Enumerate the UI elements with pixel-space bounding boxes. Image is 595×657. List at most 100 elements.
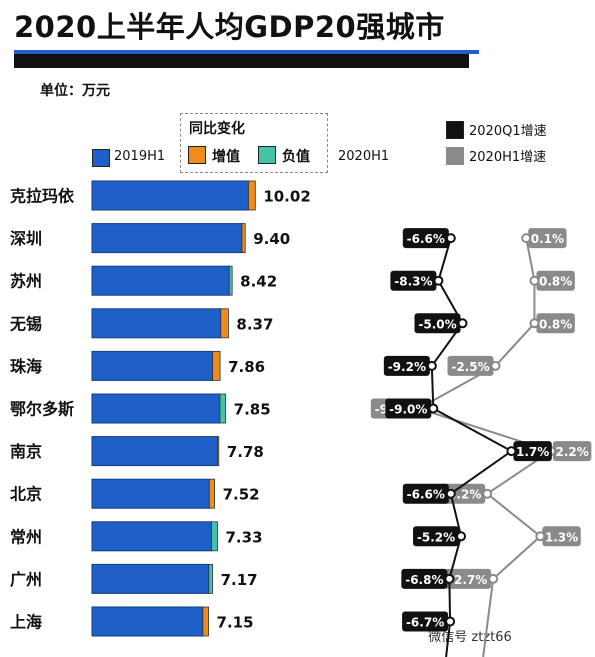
category-label: 珠海	[10, 357, 42, 376]
change-legend-box: 同比变化	[180, 113, 328, 173]
category-label: 上海	[10, 613, 42, 632]
q1-label: 1.7%	[516, 445, 549, 459]
h1-point	[482, 488, 493, 499]
q1-line	[430, 237, 514, 622]
q1-label: -8.3%	[394, 275, 432, 289]
category-label: 鄂尔多斯	[10, 400, 74, 419]
bar-increase	[208, 478, 215, 509]
legend-swatch-increase	[188, 146, 206, 164]
h1-label-bg	[552, 441, 592, 462]
q1-label-bg	[390, 270, 437, 291]
q1-label: -9.2%	[388, 360, 426, 374]
value-label: 7.86	[228, 358, 265, 376]
q1-point	[445, 616, 456, 627]
value-label: 9.40	[253, 230, 290, 248]
legend-label-2019h1: 2019H1	[114, 149, 166, 164]
q1-label-bg	[383, 355, 430, 376]
bar-2019h1	[91, 606, 204, 637]
h1-label: 2.2%	[556, 445, 589, 459]
q1-point	[506, 446, 517, 457]
q1-label-bg	[402, 611, 449, 632]
title-accent-bar	[14, 50, 479, 54]
q1-label: -6.8%	[405, 573, 443, 587]
category-label: 广州	[10, 570, 42, 589]
q1-point	[456, 531, 467, 542]
legend-swatch-h1	[446, 147, 464, 165]
q1-label-bg	[513, 441, 552, 462]
value-label: 7.17	[221, 571, 258, 589]
q1-point	[444, 573, 455, 584]
bar-increase	[241, 223, 246, 254]
bar-2019h1	[91, 521, 212, 552]
h1-label: 1.3%	[545, 530, 578, 544]
h1-point	[529, 318, 540, 329]
bar-2019h1	[91, 478, 210, 509]
q1-label: -9.0%	[389, 403, 427, 417]
h1-label-bg	[445, 568, 492, 589]
bar-2019h1	[91, 563, 210, 594]
q1-point	[426, 360, 437, 371]
value-label: 7.78	[227, 443, 264, 461]
legend-label-2020h1: 2020H1	[338, 149, 390, 164]
watermark-text: 微信号 ztzt66	[428, 630, 512, 645]
bar-increase	[248, 180, 256, 211]
h1-label-bg	[447, 355, 494, 376]
bar-2019h1	[91, 265, 230, 296]
bar-2019h1	[91, 308, 222, 339]
bar-2019h1	[91, 393, 221, 424]
title-underline-bar	[14, 54, 469, 68]
h1-point	[529, 275, 540, 286]
h1-label-bg	[542, 526, 581, 547]
category-label: 无锡	[9, 314, 42, 333]
h1-label-bg	[536, 313, 575, 334]
bar-2019h1	[91, 350, 214, 381]
unit-label: 单位：万元	[40, 83, 110, 99]
legend-swatch-decrease	[258, 146, 276, 164]
category-label: 北京	[10, 485, 42, 504]
value-label: 8.42	[240, 273, 277, 291]
bar-increase	[217, 436, 220, 467]
bar-decrease	[228, 265, 233, 296]
bar-increase	[212, 350, 221, 381]
value-label: 7.33	[226, 528, 263, 546]
h1-line-tail	[482, 578, 495, 657]
bar-2019h1	[91, 223, 243, 254]
bar-decrease	[208, 564, 214, 594]
category-label: 苏州	[10, 272, 42, 291]
q1-point	[457, 318, 468, 329]
h1-point	[535, 531, 546, 542]
chart-title: 2020上半年人均GDP20强城市	[14, 10, 445, 44]
q1-label: -5.2%	[417, 530, 455, 544]
value-label: 8.37	[236, 315, 273, 333]
change-legend-title: 同比变化	[189, 121, 245, 137]
bar-2019h1	[91, 180, 249, 211]
h1-label: -2.5%	[451, 360, 489, 374]
q1-point	[428, 403, 439, 414]
legend-swatch-q1	[446, 121, 464, 139]
q1-label-bg	[401, 568, 448, 589]
q1-label: -6.7%	[406, 616, 444, 630]
bar-decrease	[211, 521, 218, 552]
bar-increase	[202, 606, 209, 637]
q1-label-bg	[402, 483, 449, 504]
h1-point	[488, 573, 499, 584]
legend-label-q1: 2020Q1增速	[469, 124, 547, 139]
q1-point	[445, 233, 456, 244]
q1-point	[433, 275, 444, 286]
legend-label-h1: 2020H1增速	[469, 150, 547, 165]
q1-line-tail	[445, 621, 452, 657]
category-label: 克拉玛依	[10, 187, 75, 206]
h1-label-bg	[439, 483, 486, 504]
bar-2019h1	[91, 436, 219, 467]
category-label: 深圳	[10, 229, 42, 248]
q1-label-bg	[402, 228, 449, 249]
q1-label: -6.6%	[407, 488, 445, 502]
h1-point	[490, 360, 501, 371]
legend-swatch-2019h1	[92, 149, 110, 167]
value-label: 7.52	[223, 486, 260, 504]
value-label: 7.15	[217, 614, 254, 632]
legend-label-decrease: 负值	[282, 149, 310, 165]
q1-point	[445, 488, 456, 499]
h1-label-bg	[528, 228, 567, 249]
